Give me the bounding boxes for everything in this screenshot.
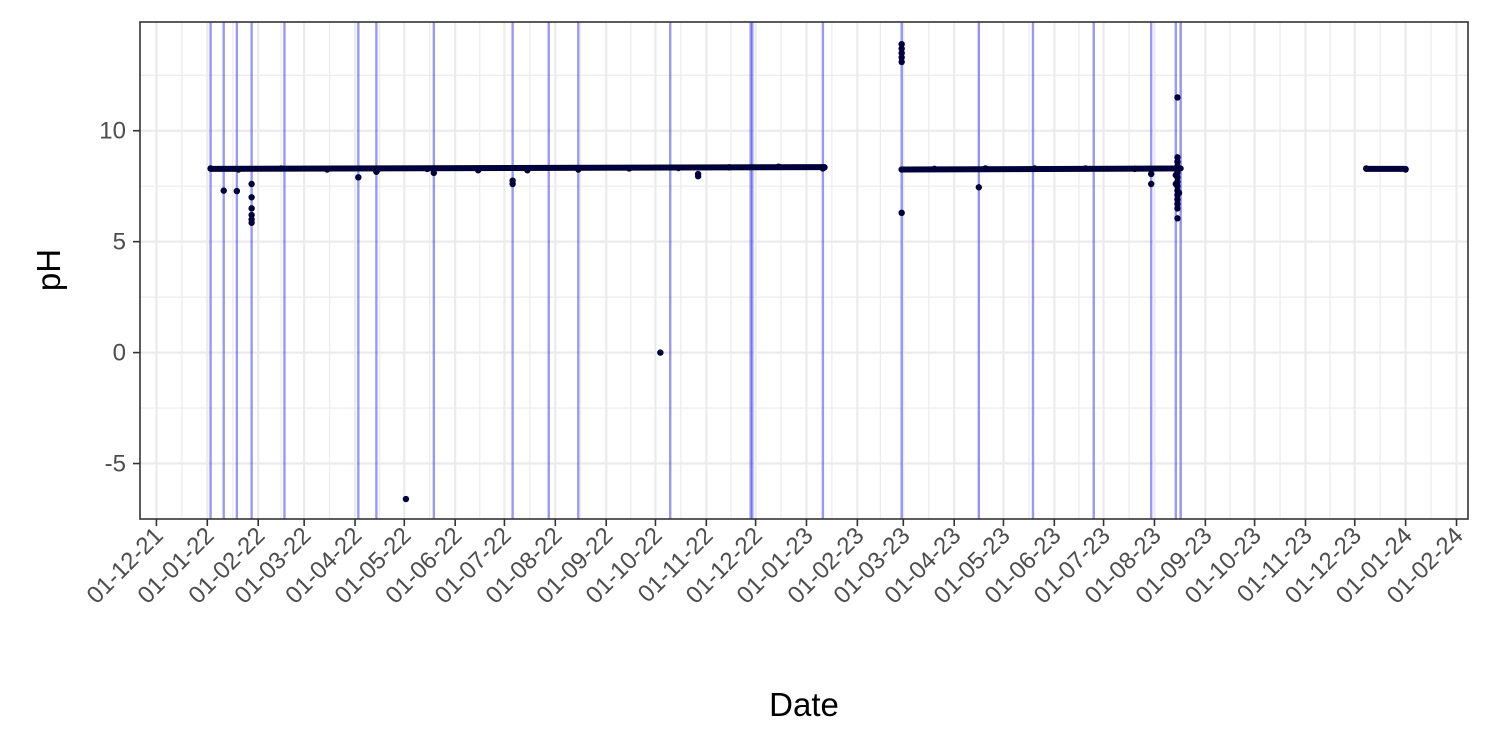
data-point <box>1175 165 1183 172</box>
data-point <box>982 165 989 172</box>
continuous-band <box>898 165 1184 173</box>
data-point <box>975 184 983 191</box>
data-point <box>931 165 938 173</box>
data-point <box>657 349 664 356</box>
data-point <box>1172 180 1180 188</box>
data-point <box>1174 94 1181 101</box>
major-grid <box>140 22 1468 519</box>
data-point <box>355 174 362 181</box>
y-tick-label: 0 <box>113 340 126 367</box>
data-point <box>1031 165 1038 172</box>
data-point <box>430 169 438 177</box>
data-point <box>898 54 905 61</box>
data-point <box>402 495 410 503</box>
data-point <box>775 163 782 170</box>
event-vertical-lines <box>209 22 1182 519</box>
data-point <box>220 187 227 194</box>
y-axis-ticks: -5 0 5 10 <box>99 118 140 478</box>
data-point <box>474 167 482 174</box>
data-point <box>1363 165 1370 172</box>
data-point <box>1147 180 1155 188</box>
y-axis-title: pH <box>30 249 67 291</box>
data-point <box>1402 166 1409 173</box>
data-point <box>248 211 255 219</box>
x-axis-ticks: 01-12-2101-01-2201-02-2201-03-2201-04-22… <box>82 519 1469 609</box>
data-point <box>509 180 516 188</box>
data-point <box>1082 165 1089 172</box>
data-point <box>323 166 331 173</box>
data-point <box>248 205 255 212</box>
data-points <box>207 40 1409 503</box>
data-point <box>898 58 905 66</box>
data-point <box>898 49 905 57</box>
data-point <box>1174 158 1181 165</box>
data-point <box>675 164 682 172</box>
data-point <box>277 165 285 172</box>
plot-panel-border <box>139 21 1469 520</box>
data-point <box>1131 165 1138 173</box>
data-point <box>1174 215 1181 222</box>
data-point <box>726 164 733 171</box>
data-point <box>524 167 531 174</box>
y-tick-label: 10 <box>99 118 126 145</box>
data-point <box>248 219 255 226</box>
data-point <box>1147 170 1155 178</box>
data-point <box>575 166 582 173</box>
data-point <box>1174 196 1181 203</box>
plot-panel-background <box>140 22 1468 519</box>
data-point <box>1175 189 1183 197</box>
data-point <box>898 209 905 217</box>
data-point <box>424 165 431 173</box>
data-point <box>1172 171 1180 179</box>
data-point <box>898 40 905 48</box>
data-point <box>1174 200 1181 208</box>
y-tick-label: -5 <box>105 451 126 478</box>
data-point <box>1174 154 1181 161</box>
data-point <box>819 165 827 172</box>
data-point <box>207 165 214 172</box>
data-point <box>235 166 242 173</box>
x-axis-title: Date <box>769 686 839 723</box>
data-point <box>625 165 633 172</box>
data-point <box>898 45 905 52</box>
data-point <box>248 180 255 188</box>
continuous-band <box>207 164 828 172</box>
data-point <box>373 168 380 175</box>
data-point <box>233 187 241 195</box>
y-tick-label: 5 <box>113 229 126 256</box>
data-point <box>694 173 702 180</box>
data-point <box>898 166 905 173</box>
data-point <box>1174 205 1181 212</box>
data-point <box>248 194 255 201</box>
